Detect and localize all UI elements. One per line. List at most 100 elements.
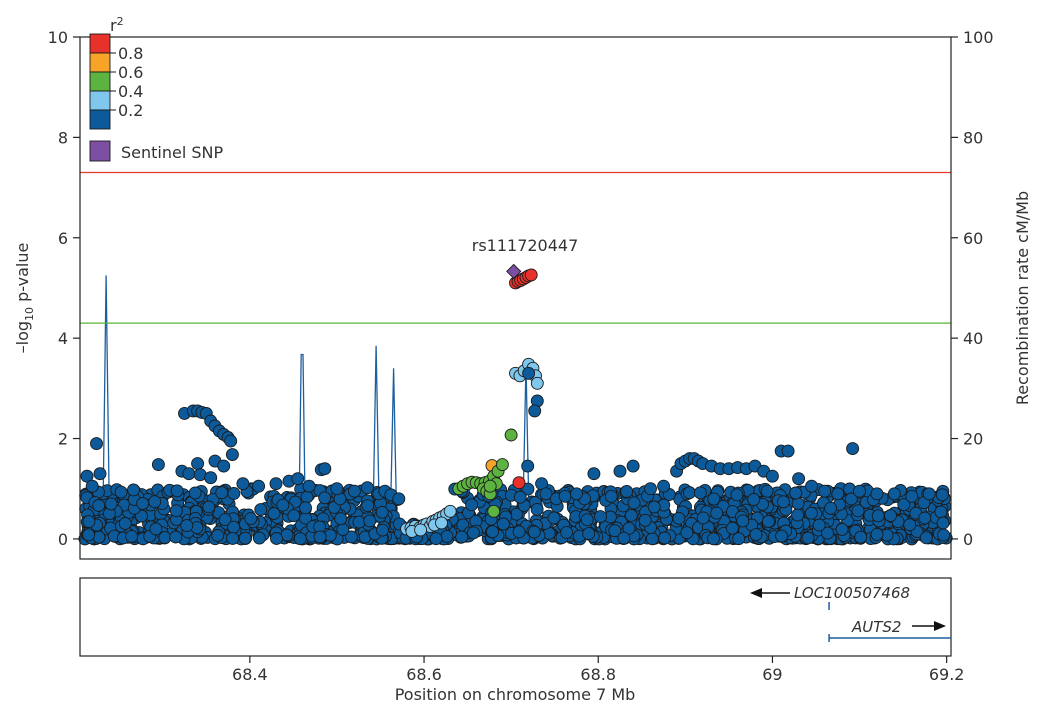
legend-swatch bbox=[89, 90, 111, 111]
y-tick-label: 2 bbox=[58, 430, 68, 449]
snp-point bbox=[696, 511, 710, 525]
gene-label: AUTS2 bbox=[851, 618, 901, 636]
snp-point-0.0-0.2 bbox=[217, 459, 231, 473]
snp-point bbox=[180, 519, 194, 533]
snp-point bbox=[512, 525, 526, 539]
snp-point-0.0-0.2 bbox=[392, 492, 406, 506]
y-tick-label: 8 bbox=[58, 128, 68, 147]
snp-point-0.0-0.2 bbox=[521, 459, 535, 473]
snp-point bbox=[897, 498, 911, 512]
snp-point bbox=[871, 509, 885, 523]
snp-point bbox=[821, 526, 834, 540]
snp-point bbox=[934, 505, 948, 519]
snp-point bbox=[226, 531, 240, 545]
snp-point bbox=[334, 512, 348, 526]
snp-point-0.0-0.2 bbox=[291, 472, 305, 486]
snp-point-0.4-0.6 bbox=[495, 458, 509, 472]
snp-point bbox=[919, 531, 933, 545]
snp-point bbox=[244, 512, 258, 526]
snp-point bbox=[148, 495, 162, 509]
snp-point bbox=[215, 486, 229, 500]
snp-point-0.0-0.2 bbox=[870, 487, 884, 501]
snp-point bbox=[776, 495, 790, 509]
snp-point bbox=[682, 486, 696, 500]
legend-boundary-label: 0.8 bbox=[118, 44, 143, 63]
y2-tick-label: 80 bbox=[963, 128, 983, 147]
x-axis-title: Position on chromosome 7 Mb bbox=[395, 685, 636, 704]
snp-point-0.2-0.4 bbox=[443, 504, 457, 518]
snp-point bbox=[870, 527, 884, 541]
snp-point-0.0-0.2 bbox=[805, 479, 819, 493]
snp-point-0.8-1.0 bbox=[512, 476, 526, 490]
snp-point bbox=[149, 522, 163, 536]
arrow-left-icon bbox=[750, 588, 762, 598]
snp-point bbox=[707, 492, 721, 506]
snp-point bbox=[467, 526, 480, 540]
snp-point-0.0-0.2 bbox=[80, 469, 94, 483]
gene-track-frame bbox=[79, 577, 952, 657]
snp-point bbox=[496, 517, 510, 531]
snp-point bbox=[363, 514, 377, 528]
snp-point bbox=[627, 496, 641, 510]
snp-point bbox=[730, 488, 744, 502]
snp-point bbox=[824, 501, 838, 515]
snp-point bbox=[254, 503, 268, 517]
snp-point-0.0-0.2 bbox=[204, 471, 218, 485]
snp-point bbox=[775, 529, 789, 543]
legend-swatch bbox=[89, 109, 111, 130]
snp-point bbox=[313, 530, 327, 544]
snp-point bbox=[118, 517, 132, 530]
legend: r2 0.80.60.40.2 Sentinel SNP bbox=[89, 15, 224, 162]
snp-point bbox=[127, 483, 140, 497]
legend-sentinel-label: Sentinel SNP bbox=[121, 143, 224, 162]
snp-point bbox=[211, 529, 225, 542]
snp-point-0.0-0.2 bbox=[558, 489, 572, 503]
y2-tick-label: 40 bbox=[963, 329, 983, 348]
snp-point-0.0-0.2 bbox=[151, 458, 165, 472]
snp-point bbox=[169, 530, 183, 544]
snp-point bbox=[580, 513, 594, 527]
axes bbox=[79, 36, 952, 657]
gene-track: LOC100507468 AUTS2 bbox=[750, 584, 951, 642]
y-tick-label: 4 bbox=[58, 329, 68, 348]
snp-point-0.0-0.2 bbox=[236, 477, 250, 491]
snp-point-0.0-0.2 bbox=[302, 479, 316, 493]
snp-point bbox=[854, 530, 868, 544]
snp-point bbox=[736, 514, 750, 528]
snp-point bbox=[521, 482, 535, 496]
plot-frame bbox=[79, 36, 952, 560]
x-tick-label: 69 bbox=[762, 665, 782, 684]
snp-point-0.0-0.2 bbox=[360, 481, 374, 495]
snp-point bbox=[376, 523, 389, 537]
snp-point-0.0-0.2 bbox=[587, 467, 601, 481]
snp-point-0.0-0.2 bbox=[318, 462, 332, 476]
sentinel-snp-marker bbox=[506, 263, 522, 280]
snp-point bbox=[82, 528, 96, 542]
snp-point bbox=[218, 513, 232, 527]
snp-point-0.0-0.2 bbox=[330, 482, 344, 496]
snp-point bbox=[429, 532, 443, 546]
snp-point-0.8-1.0 bbox=[524, 268, 538, 282]
legend-boundary-label: 0.4 bbox=[118, 82, 143, 101]
snp-point bbox=[747, 493, 761, 506]
snp-point-0.0-0.2 bbox=[347, 484, 361, 498]
snp-point bbox=[918, 511, 932, 525]
snp-point bbox=[82, 515, 96, 529]
snp-point-0.0-0.2 bbox=[225, 448, 239, 462]
snp-point-0.0-0.2 bbox=[781, 444, 795, 458]
snp-point bbox=[804, 506, 818, 520]
x-tick-label: 68.8 bbox=[580, 665, 616, 684]
snp-point bbox=[707, 532, 720, 546]
y-tick-label: 0 bbox=[58, 530, 68, 549]
snp-point-0.0-0.2 bbox=[93, 467, 107, 481]
snp-point bbox=[645, 532, 659, 546]
snp-point-0.0-0.2 bbox=[570, 487, 583, 501]
snp-point bbox=[136, 497, 150, 510]
snp-point-0.0-0.2 bbox=[831, 487, 845, 501]
snp-point-0.0-0.2 bbox=[626, 459, 640, 473]
snp-point-0.0-0.2 bbox=[252, 479, 266, 493]
x-tick-label: 68.6 bbox=[406, 665, 442, 684]
snp-point bbox=[638, 513, 652, 527]
snp-point-0.0-0.2 bbox=[657, 479, 671, 493]
snp-point bbox=[851, 504, 865, 518]
